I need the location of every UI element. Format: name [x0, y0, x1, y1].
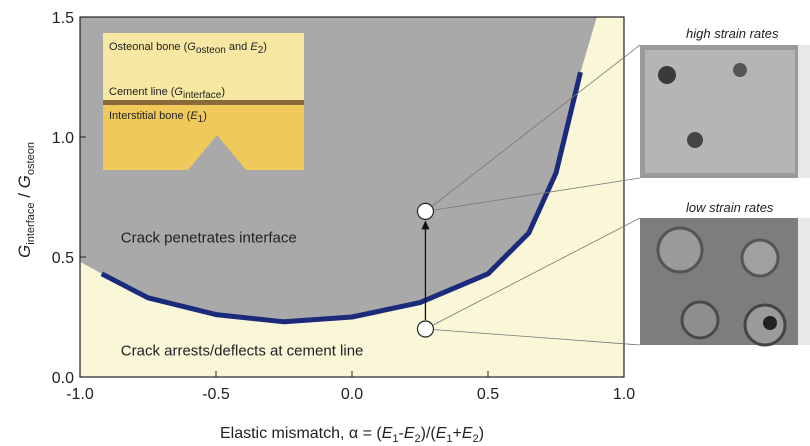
image-texture [687, 132, 703, 148]
figure: Crack penetrates interface Crack arrests/… [0, 0, 810, 446]
image-texture [658, 228, 702, 272]
image-label: high strain rates [686, 26, 779, 41]
image-texture [763, 316, 777, 330]
annotation: Crack arrests/deflects at cement line [121, 342, 364, 359]
y-tick-label: 1.0 [52, 130, 74, 147]
inset: Osteonal bone (Gosteon and E2) Cement li… [103, 33, 304, 170]
y-axis-label: Ginterface / Gosteon [15, 142, 37, 258]
image-texture [798, 45, 810, 178]
point [417, 203, 433, 219]
y-tick-label: 0.0 [52, 370, 74, 387]
image-texture [682, 302, 718, 338]
y-tick-label: 0.5 [52, 250, 74, 267]
x-tick-label: 0.0 [341, 386, 363, 403]
x-axis-label: Elastic mismatch, α = (E1-E2)/(E1+E2) [220, 425, 484, 445]
y-tick-label: 1.5 [52, 10, 74, 27]
micrographs: high strain rates low strain rates [640, 26, 810, 345]
point [417, 321, 433, 337]
image-texture [798, 218, 810, 345]
x-tick-label: 0.5 [477, 386, 499, 403]
x-tick-label: -0.5 [202, 386, 230, 403]
image-texture [733, 63, 747, 77]
annotation: Crack penetrates interface [121, 230, 297, 247]
image-texture [658, 66, 676, 84]
x-tick-label: -1.0 [66, 386, 94, 403]
image-texture [742, 240, 778, 276]
image-label: low strain rates [686, 200, 774, 215]
x-tick-label: 1.0 [613, 386, 635, 403]
